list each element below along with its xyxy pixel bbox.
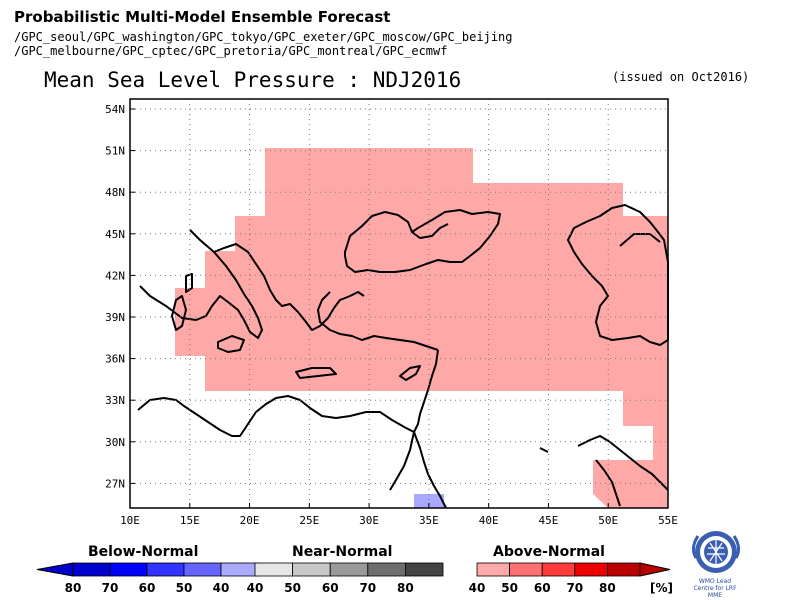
colorbar-tick-label: 70 — [566, 581, 583, 595]
legend: Below-Normal Near-Normal Above-Normal 80… — [36, 544, 673, 595]
sicily — [217, 335, 245, 353]
colorbar-arrow — [36, 562, 74, 577]
lat-label: 27N — [105, 477, 125, 490]
colorbar-segment — [220, 562, 259, 577]
lon-label: 20E — [240, 514, 260, 527]
lon-label: 25E — [299, 514, 319, 527]
below-normal-title: Below-Normal — [88, 544, 198, 560]
colorbar-segment — [329, 562, 369, 577]
colorbar-segment — [72, 562, 111, 577]
lon-label: 15E — [180, 514, 200, 527]
north-africa-coast — [137, 395, 415, 437]
colorbar-arrow — [639, 562, 671, 577]
black-sea-coast — [344, 209, 501, 273]
lat-label: 30N — [105, 436, 125, 449]
colorbar-segment — [254, 562, 293, 577]
lon-label: 30E — [359, 514, 379, 527]
wmo-logo-caption: WMO Lead Centre for LRF MME — [693, 578, 737, 599]
colorbar-tick-label: 40 — [247, 581, 264, 595]
colorbar-segment — [404, 562, 444, 577]
below-normal-colorbar: 80 70 60 50 40 — [36, 562, 259, 595]
lat-label: 42N — [105, 269, 125, 282]
above-normal-title: Above-Normal — [493, 544, 605, 560]
lat-label: 54N — [105, 103, 125, 116]
colorbar-segment — [509, 562, 543, 577]
lat-label: 51N — [105, 145, 125, 158]
colorbar-segment — [541, 562, 576, 577]
levant-coast — [413, 349, 439, 433]
map-frame — [129, 98, 669, 509]
latitude-labels: 54N 51N 48N 45N 42N 39N 36N 33N 30N 27N — [105, 103, 135, 490]
colorbar-segment — [183, 562, 222, 577]
percent-unit: [%] — [650, 581, 673, 595]
colorbar-segment — [476, 562, 510, 577]
colorbar-tick-label: 40 — [213, 581, 230, 595]
issued-date: (issued on Oct2016) — [612, 70, 750, 84]
above-normal-region — [175, 148, 668, 508]
map-title: Mean Sea Level Pressure : NDJ2016 — [44, 68, 462, 92]
caspian-sea-coast — [567, 204, 669, 346]
above-normal-colorbar: 40 50 60 70 80 — [469, 562, 671, 595]
lon-label: 45E — [539, 514, 559, 527]
colorbar-tick-label: 80 — [65, 581, 82, 595]
graticule — [130, 99, 668, 508]
italy-coast — [139, 229, 263, 339]
colorbar-tick-label: 50 — [501, 581, 518, 595]
colorbar-tick-label: 60 — [534, 581, 551, 595]
below-normal-region — [414, 494, 444, 508]
colorbar-tick-label: 70 — [359, 581, 376, 595]
lat-label: 39N — [105, 311, 125, 324]
persian-gulf-coast — [577, 435, 669, 491]
colorbar-segment — [109, 562, 148, 577]
lat-label: 36N — [105, 353, 125, 366]
colorbar-tick-label: 50 — [284, 581, 301, 595]
lon-label: 50E — [598, 514, 618, 527]
lat-label: 33N — [105, 394, 125, 407]
colorbar-tick-label: 80 — [397, 581, 414, 595]
near-normal-colorbar: 40 50 60 70 80 — [247, 562, 444, 595]
header-gpc-list-2: /GPC_melbourne/GPC_cptec/GPC_pretoria/GP… — [14, 44, 448, 58]
colorbar-tick-label: 80 — [599, 581, 616, 595]
wmo-logo-icon — [691, 531, 741, 573]
lat-label: 48N — [105, 186, 125, 199]
lon-label: 55E — [658, 514, 678, 527]
lat-label: 45N — [105, 228, 125, 241]
header-title: Probabilistic Multi-Model Ensemble Forec… — [14, 8, 391, 26]
colorbar-tick-label: 60 — [322, 581, 339, 595]
colorbar-segment — [146, 562, 185, 577]
near-normal-title: Near-Normal — [292, 544, 392, 560]
anatolia-coast — [317, 291, 439, 351]
colorbar-tick-label: 50 — [176, 581, 193, 595]
colorbar-tick-label: 40 — [469, 581, 486, 595]
colorbar-tick-label: 60 — [139, 581, 156, 595]
colorbar-segment — [367, 562, 406, 577]
colorbar-tick-label: 70 — [102, 581, 119, 595]
lon-label: 10E — [120, 514, 140, 527]
header-gpc-list-1: /GPC_seoul/GPC_washington/GPC_tokyo/GPC_… — [14, 30, 513, 44]
colorbar-segment — [292, 562, 331, 577]
colorbar-segment — [574, 562, 608, 577]
probability-shading — [175, 148, 668, 508]
colorbar-segment — [607, 562, 641, 577]
lon-label: 35E — [419, 514, 439, 527]
longitude-labels: 10E 15E 20E 25E 30E 35E 40E 45E 50E 55E — [120, 503, 678, 527]
lon-label: 40E — [479, 514, 499, 527]
